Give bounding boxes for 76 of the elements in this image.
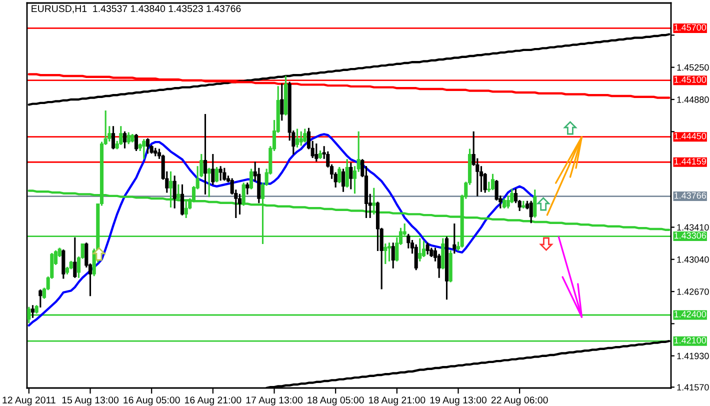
candlestick xyxy=(295,128,300,148)
ref-line-label: 1.44159 xyxy=(674,158,706,165)
y-tick-label: 1.44880 xyxy=(677,96,709,103)
candlestick xyxy=(126,132,130,144)
candlestick xyxy=(522,200,526,208)
candlestick xyxy=(349,162,353,190)
candlestick xyxy=(203,114,208,194)
candlestick xyxy=(238,194,242,214)
candlestick xyxy=(122,131,127,148)
chart-title: EURUSD,H1 1.43537 1.43840 1.43523 1.43766 xyxy=(32,5,241,14)
x-tick-label: 19 Aug 13:00 xyxy=(430,396,487,406)
candlestick xyxy=(391,242,395,268)
x-tick-label: 18 Aug 21:00 xyxy=(369,396,426,406)
candlestick xyxy=(299,131,303,146)
candlestick xyxy=(529,200,533,224)
candlestick xyxy=(172,176,176,208)
candlestick xyxy=(341,168,346,192)
y-tick-label: 1.42670 xyxy=(677,288,709,295)
candlestick xyxy=(62,250,66,279)
candlestick xyxy=(414,244,418,270)
x-tick-label: 17 Aug 13:00 xyxy=(246,396,303,406)
candlestick xyxy=(502,198,506,208)
candlestick xyxy=(338,166,342,184)
candlestick xyxy=(214,166,219,182)
y-tick-label: 1.45250 xyxy=(677,64,709,71)
ref-line-label: 1.45700 xyxy=(674,24,706,31)
ref-line-label: 1.43306 xyxy=(674,232,706,239)
candlestick xyxy=(218,166,222,181)
candlestick xyxy=(73,237,77,278)
x-tick-label: 15 Aug 13:00 xyxy=(62,396,119,406)
candlestick xyxy=(246,182,250,194)
ref-line-label: 1.45100 xyxy=(674,76,706,83)
x-tick-label: 16 Aug 05:00 xyxy=(124,396,180,406)
candlestick xyxy=(426,242,430,254)
x-tick-label: 16 Aug 21:00 xyxy=(185,396,242,406)
candlestick xyxy=(180,184,184,216)
y-tick-label: 1.43410 xyxy=(677,224,709,231)
candlestick xyxy=(318,150,322,159)
x-tick-label: 12 Aug 2011 xyxy=(2,396,56,406)
candlestick xyxy=(490,174,495,190)
line-series xyxy=(28,133,536,327)
candlestick xyxy=(387,242,392,262)
candlestick xyxy=(134,134,138,152)
candlestick xyxy=(154,148,158,156)
line-series xyxy=(28,73,670,99)
candlestick xyxy=(280,84,284,121)
candlestick xyxy=(284,76,288,116)
candlestick xyxy=(345,159,349,188)
ref-line-label: 1.44450 xyxy=(674,132,706,140)
candlestick xyxy=(533,190,537,218)
candlestick xyxy=(384,243,388,264)
ref-line-label: 1.43766 xyxy=(674,192,706,199)
candlestick xyxy=(30,305,35,318)
candlestick xyxy=(448,250,452,282)
candlestick xyxy=(249,168,254,190)
ref-line-label: 1.42400 xyxy=(674,311,706,318)
candlestick xyxy=(211,154,215,185)
candlestick xyxy=(314,144,318,162)
candlestick xyxy=(142,139,146,159)
x-tick-label: 18 Aug 05:00 xyxy=(308,396,364,406)
candlestick xyxy=(303,128,307,142)
ref-line-label: 1.42100 xyxy=(674,337,706,344)
candlestick xyxy=(184,200,188,218)
candlestick xyxy=(444,236,449,300)
candlestick xyxy=(38,290,42,308)
candlestick xyxy=(207,168,211,198)
candlestick xyxy=(452,223,456,254)
x-tick-label: 22 Aug 06:00 xyxy=(491,396,548,406)
candlestick xyxy=(222,168,226,181)
y-tick-label: 1.41570 xyxy=(677,384,709,390)
y-tick-label: 1.41930 xyxy=(677,352,709,360)
candlestick xyxy=(130,134,134,142)
y-tick-label: 1.43040 xyxy=(677,256,709,263)
candlestick xyxy=(111,126,116,150)
candlestick xyxy=(146,138,150,154)
candlestick xyxy=(422,240,426,258)
